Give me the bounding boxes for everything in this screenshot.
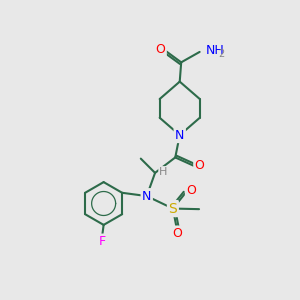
Text: O: O xyxy=(186,184,196,196)
Text: O: O xyxy=(172,227,182,240)
Text: S: S xyxy=(169,202,177,216)
Text: NH: NH xyxy=(206,44,225,57)
Text: O: O xyxy=(195,159,205,172)
Text: N: N xyxy=(175,129,184,142)
Text: H: H xyxy=(159,167,168,177)
Text: N: N xyxy=(142,190,152,202)
Text: F: F xyxy=(99,235,106,248)
Text: 2: 2 xyxy=(218,49,225,59)
Text: O: O xyxy=(155,43,165,56)
